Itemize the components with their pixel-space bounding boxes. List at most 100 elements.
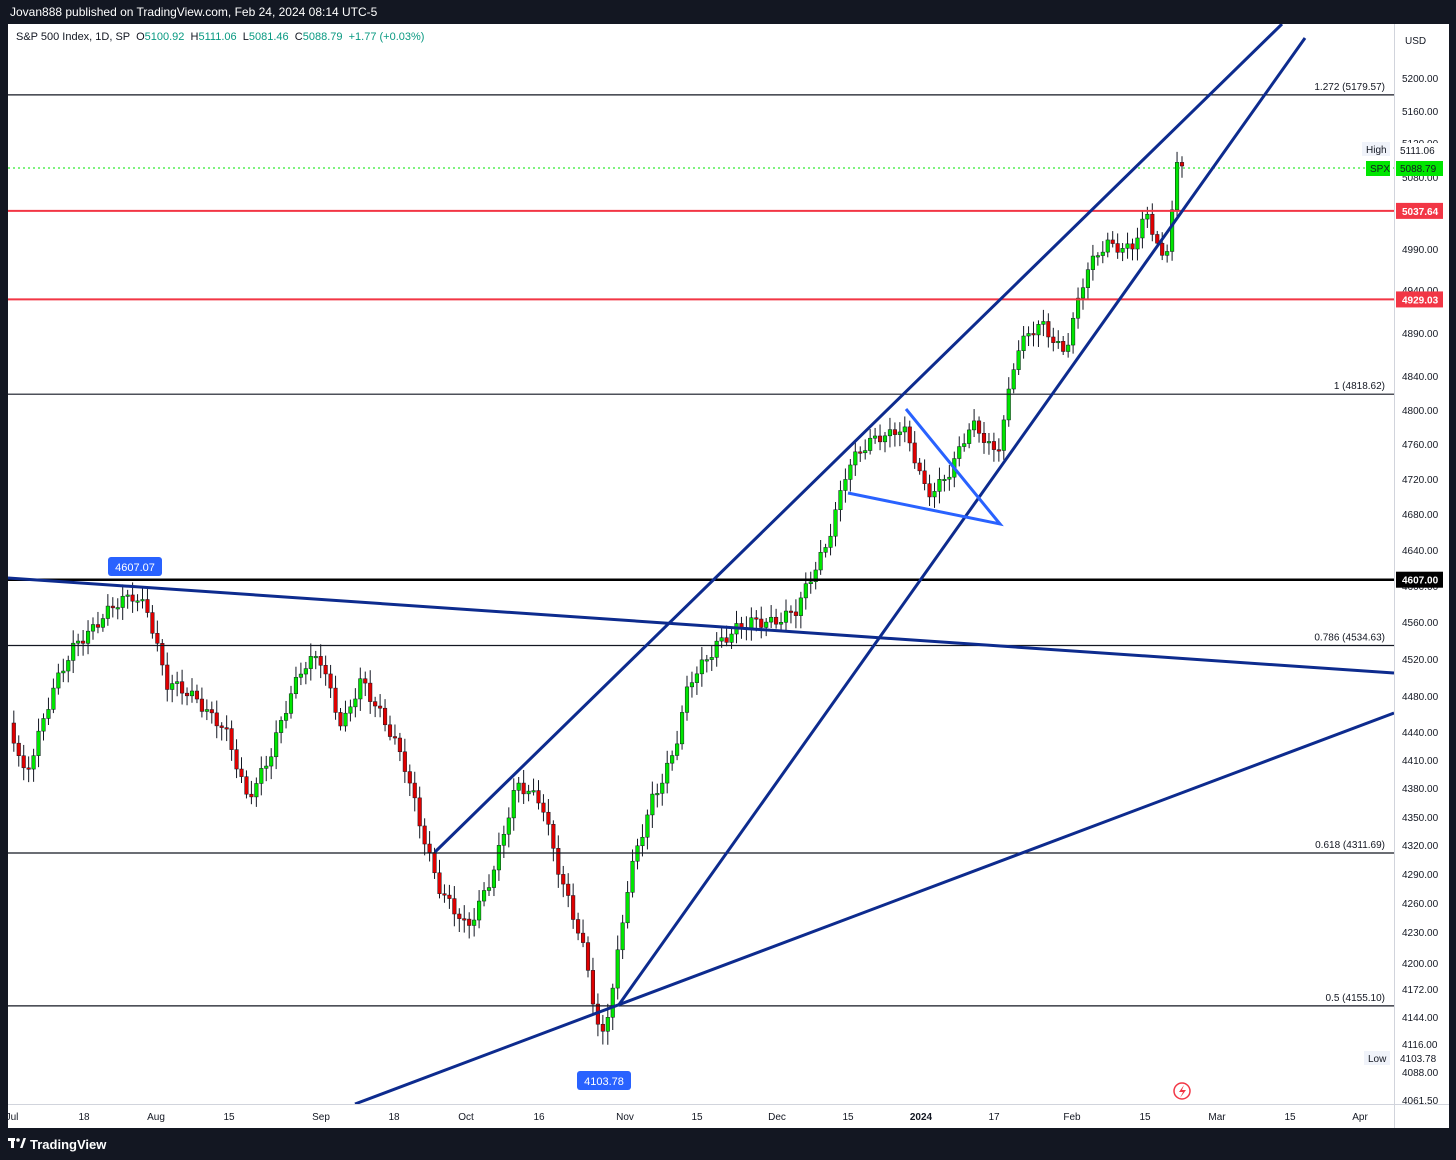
fib-label: 1 (4818.62) bbox=[1334, 381, 1385, 392]
candle-body bbox=[957, 446, 962, 459]
price-tick: 4760.00 bbox=[1402, 440, 1439, 451]
candle-body bbox=[323, 665, 328, 675]
candle-body bbox=[1021, 335, 1026, 351]
candle-body bbox=[338, 712, 343, 727]
candle-body bbox=[605, 1017, 610, 1032]
price-tick: 5160.00 bbox=[1402, 107, 1439, 118]
candle-body bbox=[100, 618, 105, 628]
price-tick: 4480.00 bbox=[1402, 692, 1439, 703]
time-tick: 2024 bbox=[910, 1112, 933, 1123]
price-tick: 4116.00 bbox=[1402, 1040, 1438, 1051]
candle-body bbox=[407, 771, 412, 784]
low-label-bg bbox=[1364, 1051, 1390, 1065]
price-tick: 5200.00 bbox=[1402, 74, 1439, 85]
candle-body bbox=[1016, 350, 1021, 370]
candle-body bbox=[472, 919, 477, 926]
candle-body bbox=[675, 743, 680, 756]
spx-tag-bg bbox=[1396, 161, 1443, 176]
candle-body bbox=[828, 535, 833, 548]
candle-body bbox=[665, 762, 670, 784]
price-scale[interactable]: USD5200.005160.005120.005080.004990.0049… bbox=[1394, 24, 1449, 1104]
candle-body bbox=[977, 420, 982, 434]
candle-body bbox=[333, 687, 338, 713]
time-scale[interactable]: Jul 18 Aug 15 Sep 18 Oct 16 Nov 15 Dec 15 2024 17 Feb 1… bbox=[8, 1104, 1394, 1129]
candle-body bbox=[922, 470, 927, 484]
candle-body bbox=[1160, 242, 1165, 256]
legend-high: 5111.06 bbox=[198, 31, 237, 43]
price-tick: 4720.00 bbox=[1402, 475, 1439, 486]
price-tick: 4990.00 bbox=[1402, 245, 1439, 256]
candle-body bbox=[383, 707, 388, 726]
candle-body bbox=[536, 790, 541, 804]
candle-body bbox=[1179, 162, 1185, 167]
candle-body bbox=[680, 712, 685, 745]
candle-body bbox=[150, 612, 155, 634]
candle-body bbox=[41, 718, 46, 732]
candle-body bbox=[66, 660, 71, 672]
candle-body bbox=[308, 656, 313, 669]
candle-body bbox=[303, 668, 308, 675]
price-tick: 4350.00 bbox=[1402, 813, 1439, 824]
candle-body bbox=[991, 441, 996, 450]
candle-body bbox=[650, 793, 655, 816]
price-tick: 4320.00 bbox=[1402, 841, 1439, 852]
candle-body bbox=[56, 672, 61, 689]
candle-body bbox=[130, 594, 135, 602]
candle-body bbox=[234, 749, 239, 770]
candle-body bbox=[76, 640, 81, 644]
price-tick: 4172.00 bbox=[1402, 985, 1439, 996]
price-tick: 4640.00 bbox=[1402, 546, 1439, 557]
candle-body bbox=[620, 922, 625, 951]
candle-body bbox=[457, 913, 462, 919]
time-tick: 15 bbox=[223, 1112, 235, 1123]
candle-body bbox=[803, 583, 808, 599]
candle-body bbox=[887, 429, 893, 437]
price-tick: 4144.00 bbox=[1402, 1013, 1439, 1024]
candle-body bbox=[274, 732, 279, 758]
candle-body bbox=[526, 790, 531, 795]
candle-body bbox=[1051, 336, 1056, 343]
candle-body bbox=[155, 633, 160, 644]
price-tick: 4890.00 bbox=[1402, 329, 1439, 340]
candle-body bbox=[858, 451, 863, 454]
candle-body bbox=[556, 848, 561, 875]
candle-body bbox=[1080, 287, 1086, 299]
candle-body bbox=[140, 599, 145, 602]
candle-body bbox=[937, 479, 942, 492]
candle-body bbox=[1120, 248, 1125, 253]
candle-body bbox=[1095, 255, 1100, 258]
candle-body bbox=[967, 429, 972, 444]
candle-body bbox=[224, 727, 229, 730]
candle-body bbox=[26, 767, 31, 770]
candle-body bbox=[600, 1023, 605, 1032]
candle-body bbox=[160, 643, 165, 666]
candle-body bbox=[1090, 255, 1095, 270]
candle-body bbox=[610, 987, 615, 1018]
high-tag-bg bbox=[1396, 143, 1443, 157]
price-chart[interactable]: 1.272 (5179.57) 1 (4818.62) 0.786 (4534.63… bbox=[8, 24, 1394, 1104]
candle-body bbox=[640, 836, 645, 847]
candle-body bbox=[897, 431, 902, 435]
chart-pane[interactable]: 1.272 (5179.57) 1 (4818.62) 0.786 (4534.63… bbox=[8, 24, 1394, 1104]
candle-body bbox=[209, 709, 214, 714]
price-scale-svg: USD5200.005160.005120.005080.004990.0049… bbox=[1396, 36, 1443, 1104]
time-tick: 17 bbox=[988, 1112, 1000, 1123]
price-tick: 4410.00 bbox=[1402, 756, 1439, 767]
candle-body bbox=[783, 610, 789, 623]
candle-body bbox=[962, 443, 967, 447]
price-markers: 4607.07 4103.78 bbox=[108, 557, 1191, 1100]
low-marker bbox=[577, 1071, 631, 1090]
candle-body bbox=[284, 713, 289, 721]
candle-body bbox=[412, 782, 417, 799]
price-tick: 5080.00 bbox=[1402, 173, 1439, 184]
candle-body bbox=[358, 678, 363, 700]
candle-body bbox=[907, 426, 912, 444]
legend-low: 5081.46 bbox=[248, 31, 289, 43]
candle-body bbox=[165, 664, 170, 690]
spx-tag: 5088.79 bbox=[1400, 164, 1437, 175]
candle-body bbox=[86, 630, 91, 644]
candle-body bbox=[541, 802, 546, 813]
candle-body bbox=[779, 622, 784, 625]
candle-body bbox=[947, 476, 952, 480]
price-tick: 4560.00 bbox=[1402, 618, 1439, 629]
